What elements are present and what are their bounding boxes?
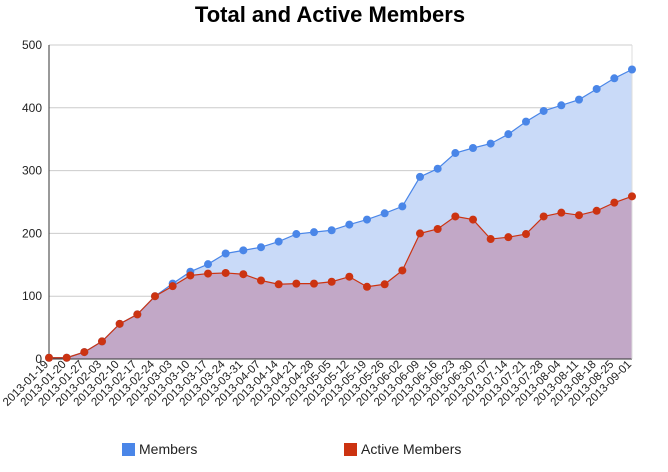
point-active-members-0 xyxy=(45,353,53,362)
point-active-members-19 xyxy=(380,280,389,289)
point-members-13 xyxy=(274,237,283,246)
point-active-members-12 xyxy=(257,276,265,285)
point-active-members-13 xyxy=(274,280,283,289)
point-active-members-20 xyxy=(398,266,407,275)
point-members-22 xyxy=(433,164,442,173)
point-active-members-6 xyxy=(151,292,159,301)
point-members-25 xyxy=(486,139,495,148)
point-active-members-27 xyxy=(522,230,530,239)
y-tick-labels: 0 100 200 300 400 500 xyxy=(22,38,42,366)
point-active-members-28 xyxy=(539,212,548,221)
point-active-members-2 xyxy=(80,348,89,357)
series-lines xyxy=(49,68,633,359)
point-active-members-25 xyxy=(486,235,495,244)
point-active-members-15 xyxy=(310,279,318,288)
point-active-members-14 xyxy=(292,279,301,288)
point-active-members-17 xyxy=(345,272,354,281)
axes xyxy=(48,45,633,360)
legend-label-members: Members xyxy=(139,441,197,457)
point-members-12 xyxy=(257,243,265,252)
series-areas xyxy=(49,69,632,360)
point-members-16 xyxy=(327,226,336,235)
point-active-members-3 xyxy=(98,337,106,346)
point-active-members-4 xyxy=(115,319,124,328)
point-active-members-1 xyxy=(62,353,71,362)
point-active-members-7 xyxy=(168,282,177,291)
point-active-members-11 xyxy=(239,270,248,279)
y-tick-label-300: 300 xyxy=(22,164,42,178)
legend-swatch-members xyxy=(122,443,135,456)
point-members-18 xyxy=(363,215,371,224)
point-active-members-16 xyxy=(327,277,336,286)
point-active-members-21 xyxy=(416,229,424,238)
point-members-26 xyxy=(504,130,513,139)
point-members-14 xyxy=(292,230,301,239)
point-active-members-32 xyxy=(610,198,619,207)
series-points xyxy=(45,65,636,362)
point-members-33 xyxy=(628,65,636,74)
point-active-members-22 xyxy=(433,225,442,234)
line-active-members xyxy=(49,195,633,359)
point-active-members-26 xyxy=(504,233,513,242)
legend-swatch-active-members xyxy=(344,443,357,456)
point-members-31 xyxy=(592,84,601,93)
legend-label-active-members: Active Members xyxy=(361,441,461,457)
point-members-23 xyxy=(451,149,460,158)
point-active-members-18 xyxy=(363,282,371,291)
y-tick-label-500: 500 xyxy=(22,38,42,52)
y-tick-label-200: 200 xyxy=(22,226,42,240)
point-active-members-29 xyxy=(557,208,566,217)
legend: Members Active Members xyxy=(122,441,461,457)
point-members-24 xyxy=(469,143,477,152)
point-active-members-33 xyxy=(628,192,636,201)
point-members-29 xyxy=(557,101,566,110)
point-members-19 xyxy=(380,209,389,218)
point-active-members-30 xyxy=(575,211,583,220)
y-tick-label-100: 100 xyxy=(22,289,42,303)
area-active-members xyxy=(49,196,632,359)
point-members-20 xyxy=(398,202,407,211)
point-active-members-31 xyxy=(592,206,601,215)
point-members-30 xyxy=(575,95,583,104)
point-members-17 xyxy=(345,220,354,229)
point-active-members-24 xyxy=(469,215,477,224)
point-active-members-23 xyxy=(451,212,460,221)
chart-title: Total and Active Members xyxy=(195,2,465,27)
point-members-15 xyxy=(310,228,318,237)
y-tick-label-400: 400 xyxy=(22,101,42,115)
point-members-32 xyxy=(610,74,619,83)
point-active-members-8 xyxy=(186,271,195,280)
x-tick-labels: 2013-01-192013-01-202013-01-272013-02-03… xyxy=(1,358,634,409)
point-members-10 xyxy=(221,249,230,258)
point-active-members-5 xyxy=(133,310,142,319)
point-members-11 xyxy=(239,246,248,255)
point-members-21 xyxy=(416,172,424,181)
point-members-28 xyxy=(539,106,548,115)
point-active-members-10 xyxy=(221,268,230,277)
y-tick-label-0: 0 xyxy=(35,352,42,366)
point-members-9 xyxy=(204,260,212,269)
point-members-27 xyxy=(522,117,530,126)
point-active-members-9 xyxy=(204,269,212,278)
